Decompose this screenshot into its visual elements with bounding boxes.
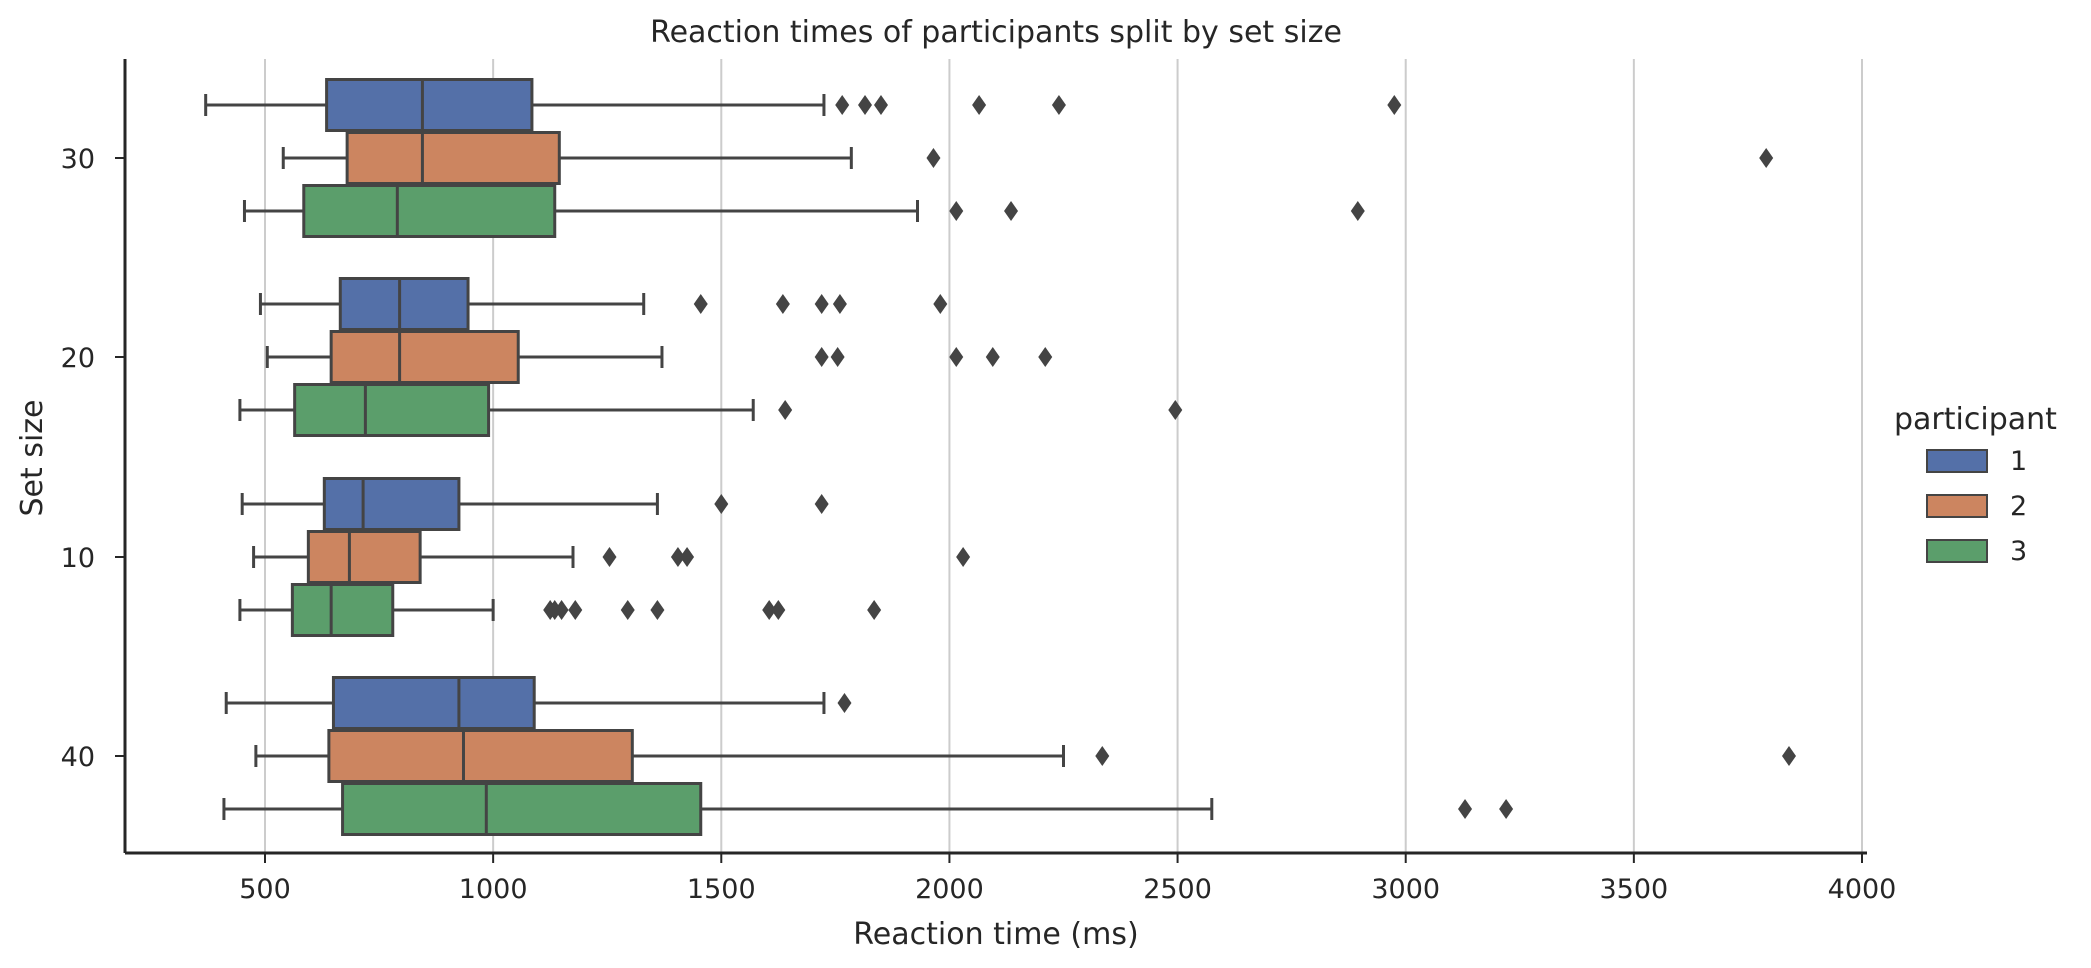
boxes bbox=[204, 78, 1796, 836]
legend-swatch bbox=[1926, 539, 1988, 563]
y-tick-label: 30 bbox=[61, 144, 95, 175]
outlier-point bbox=[1458, 799, 1473, 819]
iqr-box bbox=[322, 477, 461, 531]
iqr-box bbox=[331, 676, 536, 730]
outlier-point bbox=[602, 547, 617, 567]
y-tick-label: 40 bbox=[61, 742, 95, 773]
outlier-point bbox=[778, 400, 793, 420]
outlier-point bbox=[1095, 746, 1110, 766]
iqr-box bbox=[338, 277, 470, 331]
x-tick-label: 1500 bbox=[687, 874, 756, 905]
y-tick-label: 10 bbox=[61, 543, 95, 574]
box-3-setsize-10 bbox=[238, 583, 882, 637]
outlier-point bbox=[1759, 148, 1774, 168]
iqr-box bbox=[325, 78, 534, 132]
outlier-point bbox=[837, 693, 852, 713]
box-1-setsize-40 bbox=[224, 676, 852, 730]
axes bbox=[123, 59, 1867, 855]
legend-swatch bbox=[1926, 449, 1988, 473]
outlier-point bbox=[1387, 95, 1402, 115]
outlier-point bbox=[693, 294, 708, 314]
box-2-setsize-30 bbox=[281, 131, 1774, 185]
outlier-point bbox=[1350, 201, 1365, 221]
box-3-setsize-20 bbox=[238, 383, 1183, 437]
outlier-point bbox=[949, 201, 964, 221]
iqr-box bbox=[302, 184, 557, 238]
outlier-point bbox=[568, 600, 583, 620]
outlier-point bbox=[1038, 347, 1053, 367]
iqr-box bbox=[327, 729, 634, 783]
outlier-point bbox=[873, 95, 888, 115]
y-axis-label: Set size bbox=[15, 400, 50, 517]
legend-entries: 1 2 3 bbox=[1926, 446, 2027, 567]
x-axis-label: Reaction time (ms) bbox=[853, 917, 1138, 952]
x-tick-label: 4000 bbox=[1828, 874, 1897, 905]
outlier-point bbox=[926, 148, 941, 168]
x-tick-label: 2500 bbox=[1143, 874, 1212, 905]
box-2-setsize-20 bbox=[265, 330, 1053, 384]
outlier-point bbox=[762, 600, 777, 620]
outlier-point bbox=[858, 95, 873, 115]
outlier-point bbox=[771, 600, 786, 620]
outlier-point bbox=[972, 95, 987, 115]
iqr-box bbox=[306, 530, 422, 584]
tick-labels: 500 1000 1500 2000 2500 3000 3500 4000 30 20 10 40 bbox=[61, 144, 1897, 905]
x-tick-label: 3500 bbox=[1599, 874, 1668, 905]
box-3-setsize-30 bbox=[242, 184, 1365, 238]
outlier-point bbox=[775, 294, 790, 314]
legend-label: 1 bbox=[2010, 446, 2027, 477]
iqr-box bbox=[293, 383, 491, 437]
outlier-point bbox=[814, 494, 829, 514]
iqr-box bbox=[329, 330, 520, 384]
outlier-point bbox=[714, 494, 729, 514]
outlier-point bbox=[814, 294, 829, 314]
box-2-setsize-10 bbox=[252, 530, 971, 584]
box-1-setsize-10 bbox=[240, 477, 829, 531]
legend-label: 3 bbox=[2010, 536, 2027, 567]
outlier-point bbox=[1168, 400, 1183, 420]
x-tick-label: 2000 bbox=[915, 874, 984, 905]
outlier-point bbox=[670, 547, 685, 567]
box-2-setsize-40 bbox=[254, 729, 1796, 783]
outlier-point bbox=[956, 547, 971, 567]
outlier-point bbox=[1051, 95, 1066, 115]
legend-label: 2 bbox=[2010, 491, 2027, 522]
box-1-setsize-20 bbox=[258, 277, 948, 331]
chart-title: Reaction times of participants split by … bbox=[650, 15, 1342, 50]
outlier-point bbox=[985, 347, 1000, 367]
legend-swatch bbox=[1926, 494, 1988, 518]
box-1-setsize-30 bbox=[204, 78, 1402, 132]
y-tick-label: 20 bbox=[61, 343, 95, 374]
outlier-point bbox=[830, 347, 845, 367]
outlier-point bbox=[650, 600, 665, 620]
iqr-box bbox=[290, 583, 395, 637]
box-3-setsize-40 bbox=[222, 782, 1514, 836]
outlier-point bbox=[832, 294, 847, 314]
outlier-point bbox=[1004, 201, 1019, 221]
outlier-point bbox=[949, 347, 964, 367]
outlier-point bbox=[867, 600, 882, 620]
outlier-point bbox=[680, 547, 695, 567]
x-tick-label: 500 bbox=[239, 874, 291, 905]
outlier-point bbox=[814, 347, 829, 367]
outlier-point bbox=[933, 294, 948, 314]
outlier-point bbox=[835, 95, 850, 115]
legend-title: participant bbox=[1894, 402, 2057, 437]
outlier-point bbox=[554, 600, 569, 620]
outlier-point bbox=[1499, 799, 1514, 819]
outlier-point bbox=[1781, 746, 1796, 766]
legend: participant 1 2 3 bbox=[1894, 402, 2057, 567]
iqr-box bbox=[345, 131, 561, 185]
outlier-point bbox=[620, 600, 635, 620]
iqr-box bbox=[341, 782, 703, 836]
x-tick-label: 1000 bbox=[459, 874, 528, 905]
x-tick-label: 3000 bbox=[1371, 874, 1440, 905]
